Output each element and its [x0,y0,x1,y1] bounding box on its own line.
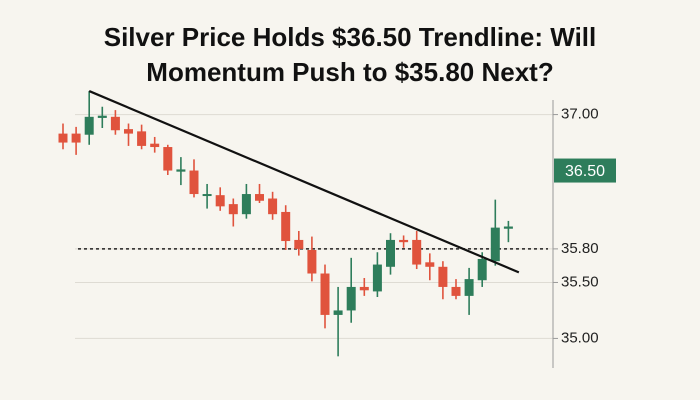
price-badge [554,158,616,183]
candle-body [359,286,369,291]
candle-body [464,279,474,296]
candle-body [71,133,81,143]
candle-body [268,198,278,215]
y-tick-label: 35.80 [561,240,599,257]
candle-body [438,266,448,287]
candle-body [451,286,461,296]
y-tick-label: 35.50 [561,273,599,290]
candle-body [386,239,395,267]
candle-body [163,147,173,171]
y-tick-label: 35.00 [561,329,599,346]
candle-body [399,239,409,243]
candle-body [281,211,291,242]
candle-body [150,143,160,148]
candle-body [215,195,225,207]
candle-body [176,169,186,172]
candle-body [255,194,264,201]
candle-body [110,116,120,131]
chart-title: Silver Price Holds $36.50 Trendline: Wil… [103,22,597,87]
candle-body [320,273,330,315]
candle-body [490,227,500,262]
candle-body [228,204,238,215]
candle-body [425,262,435,267]
price-badge-label: 36.50 [565,163,605,180]
candle-body [307,250,317,274]
candle-body [503,226,513,229]
candle-body [202,194,212,197]
candle-body [137,131,147,146]
trendline [88,90,520,274]
candle-body [84,116,94,135]
candle-body [241,194,251,215]
candle-body [346,286,356,311]
candle-body [412,239,422,265]
candle-body [58,133,68,143]
candle-body [477,258,487,281]
candle-body [124,129,133,134]
y-tick-label: 37.00 [561,106,599,123]
candle-body [372,264,382,292]
candle-body [189,170,199,195]
candle-body [294,239,304,249]
candle-body [97,115,107,118]
candle-body [333,310,343,315]
